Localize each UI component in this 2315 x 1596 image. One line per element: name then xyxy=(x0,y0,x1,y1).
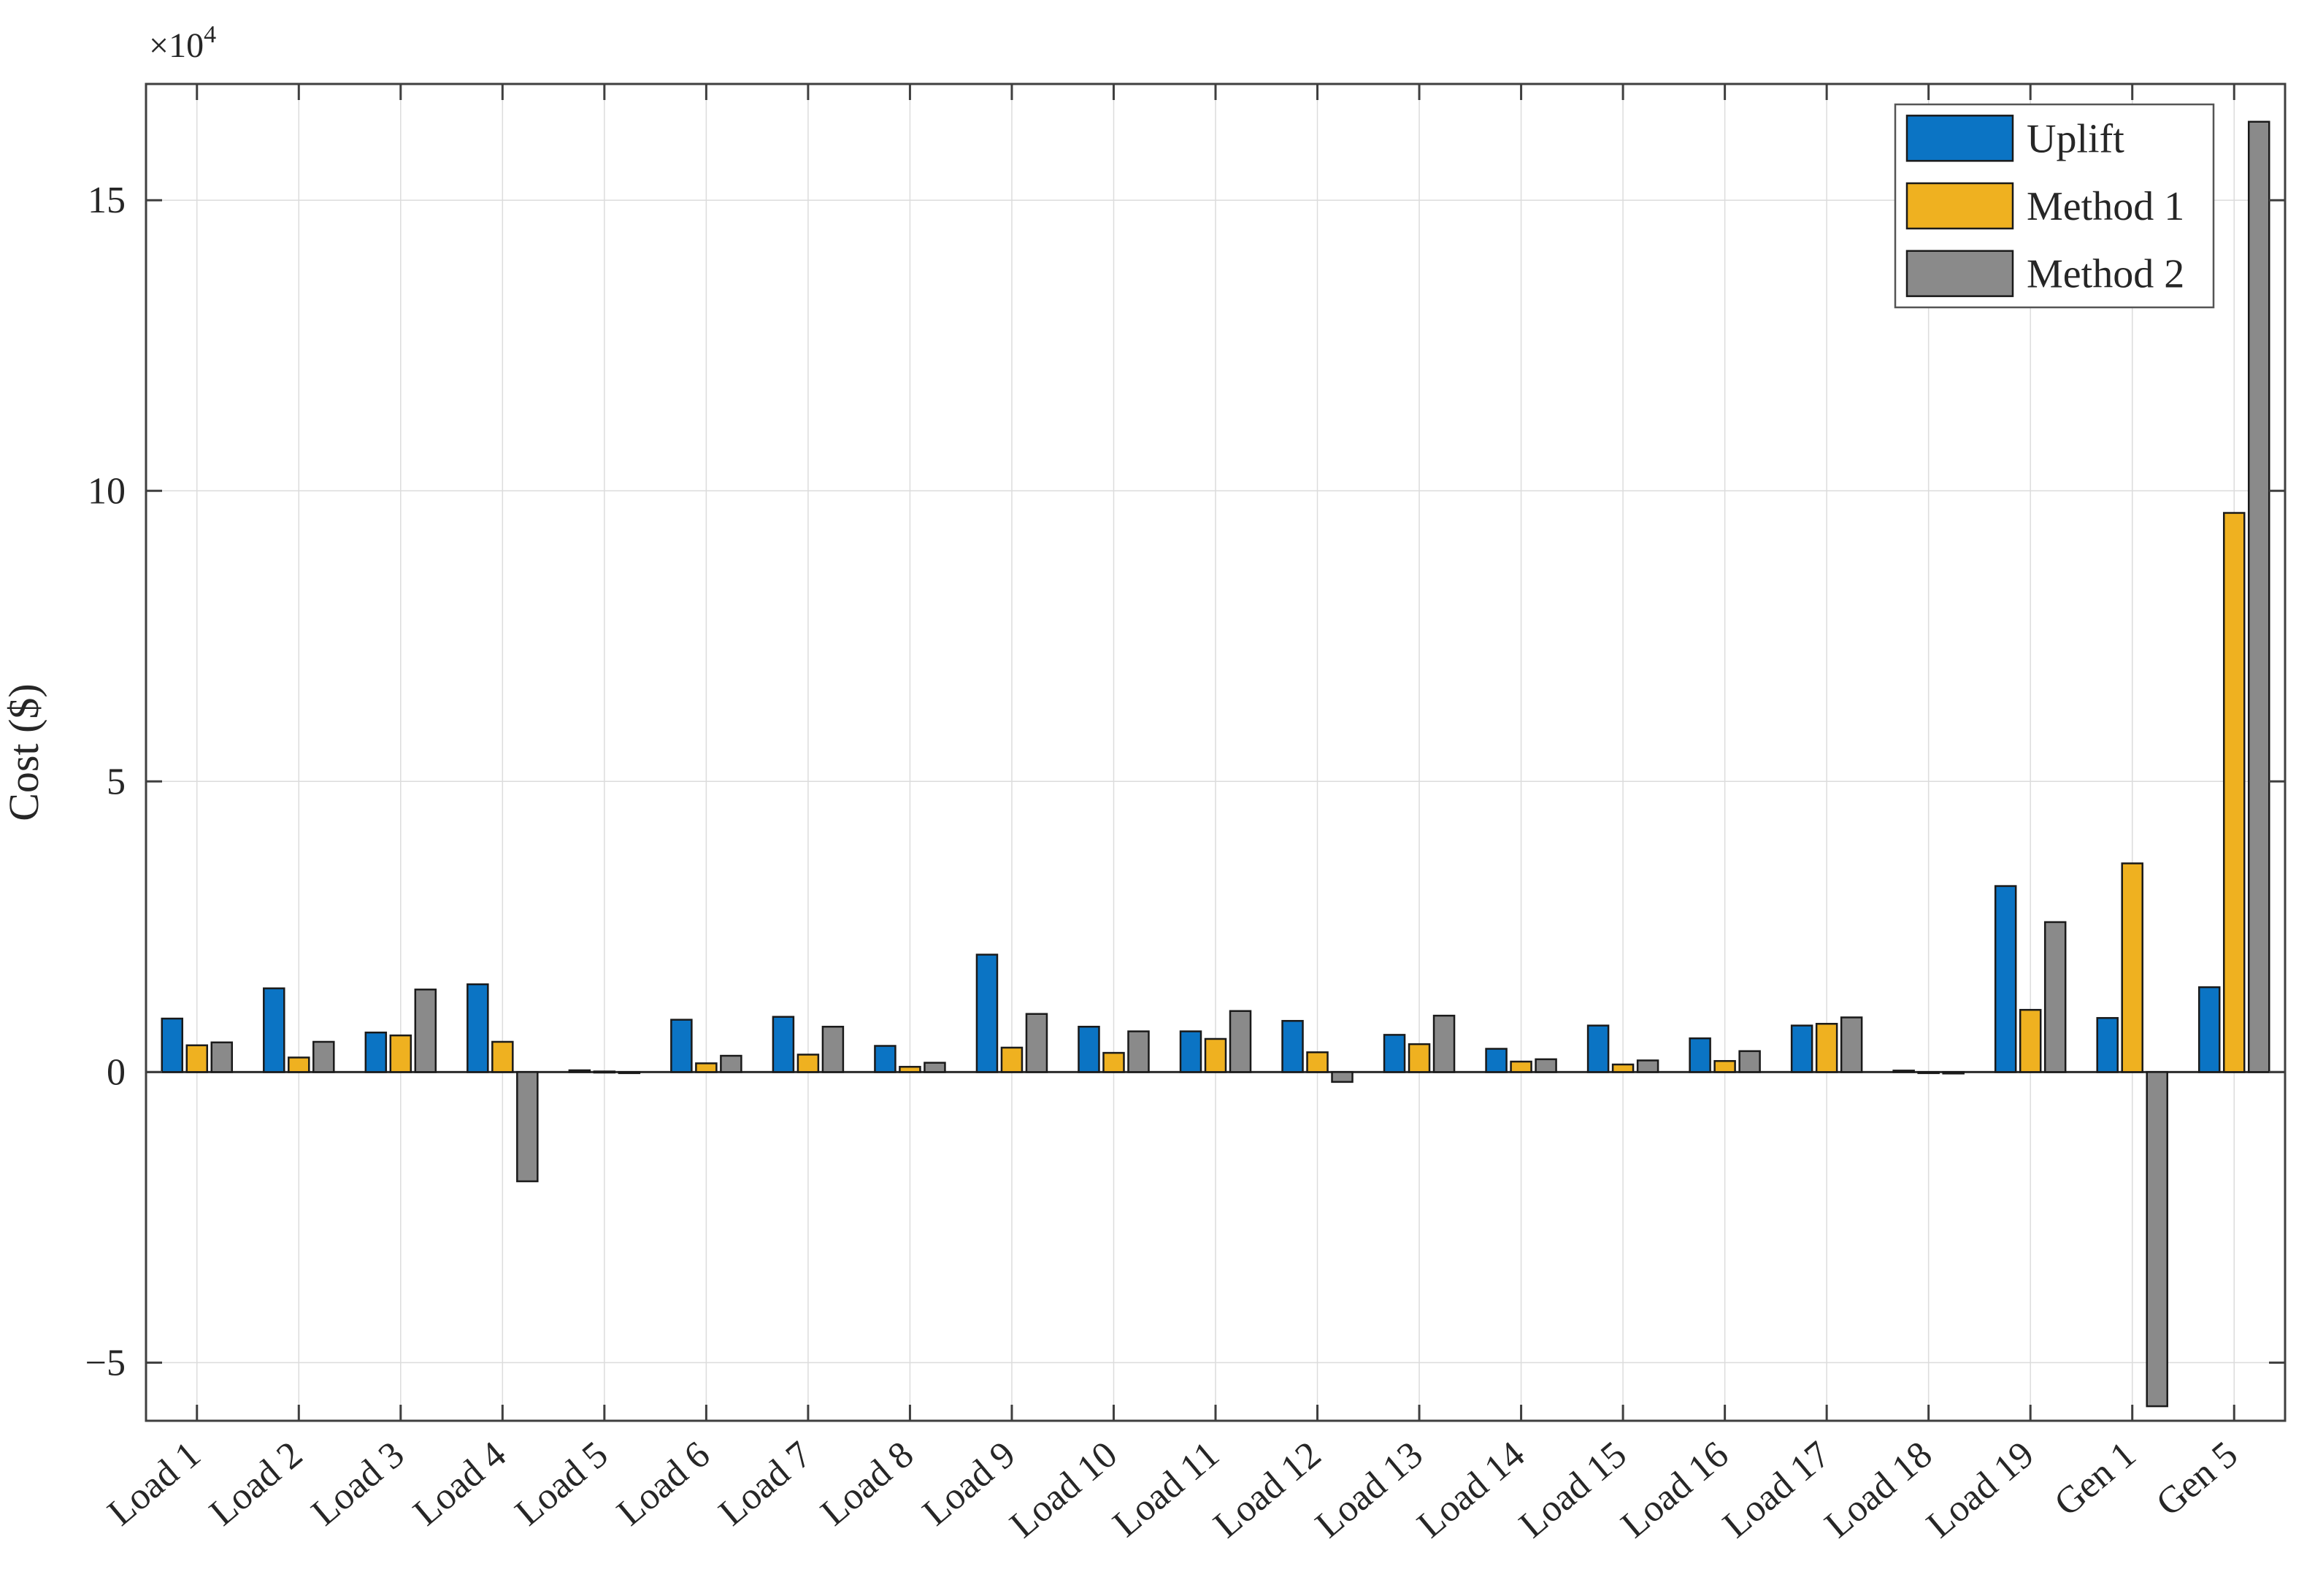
bar-uplift-load-5 xyxy=(568,1069,591,1073)
bar-method-1-load-10 xyxy=(1102,1051,1125,1073)
bar-method-2-load-4 xyxy=(516,1071,539,1183)
bar-method-1-load-14 xyxy=(1510,1060,1532,1073)
bar-uplift-load-18 xyxy=(1892,1070,1915,1073)
bar-uplift-gen-1 xyxy=(2096,1017,2119,1073)
bar-uplift-load-9 xyxy=(975,954,999,1073)
y-tick-label: 0 xyxy=(107,1051,126,1093)
bar-uplift-load-12 xyxy=(1281,1020,1304,1073)
y-tick-label: 5 xyxy=(107,761,126,802)
bar-method-1-load-4 xyxy=(491,1040,514,1073)
bar-method-2-load-12 xyxy=(1331,1071,1354,1083)
legend-label-method-2: Method 2 xyxy=(2027,252,2184,297)
bar-method-2-load-19 xyxy=(2043,921,2067,1073)
bar-method-1-load-7 xyxy=(796,1054,820,1073)
bar-method-2-load-3 xyxy=(414,989,437,1073)
bar-uplift-load-17 xyxy=(1790,1024,1813,1073)
bar-method-1-load-15 xyxy=(1611,1063,1635,1073)
bar-method-1-load-16 xyxy=(1713,1059,1736,1073)
bar-method-2-load-11 xyxy=(1229,1010,1252,1073)
legend-swatch-method-2 xyxy=(1905,250,2014,297)
bar-method-1-load-13 xyxy=(1408,1043,1431,1073)
bar-uplift-load-10 xyxy=(1078,1026,1100,1073)
y-tick-label: 15 xyxy=(88,180,126,221)
legend-swatch-method-1 xyxy=(1905,182,2014,230)
bar-uplift-load-19 xyxy=(1994,885,2017,1073)
bar-method-2-load-8 xyxy=(924,1062,946,1073)
bar-method-2-load-16 xyxy=(1738,1050,1761,1073)
bar-uplift-load-2 xyxy=(263,987,285,1073)
bar-method-1-load-12 xyxy=(1306,1051,1329,1073)
y-tick-label: 10 xyxy=(88,470,126,512)
bar-method-1-load-1 xyxy=(185,1044,209,1073)
bar-uplift-load-11 xyxy=(1179,1030,1202,1073)
bar-uplift-load-7 xyxy=(772,1016,795,1073)
bar-method-1-load-18 xyxy=(1917,1071,1940,1075)
bar-method-1-gen-5 xyxy=(2222,512,2246,1073)
bar-method-2-load-1 xyxy=(210,1041,234,1073)
bar-method-2-gen-5 xyxy=(2247,120,2270,1073)
bar-uplift-load-13 xyxy=(1383,1034,1406,1073)
bar-method-1-gen-1 xyxy=(2121,862,2143,1073)
bar-uplift-load-4 xyxy=(467,983,489,1073)
y-tick-label: −5 xyxy=(85,1342,126,1384)
series-method-2 xyxy=(210,120,2270,1408)
bar-uplift-load-3 xyxy=(364,1031,388,1073)
bar-method-1-load-3 xyxy=(389,1034,412,1073)
bar-method-1-load-5 xyxy=(593,1070,616,1074)
bar-method-2-load-13 xyxy=(1432,1014,1456,1073)
bar-uplift-load-6 xyxy=(670,1018,693,1073)
bar-method-2-load-6 xyxy=(720,1054,742,1073)
bar-method-2-load-10 xyxy=(1127,1030,1150,1073)
series-method-1 xyxy=(185,512,2246,1075)
legend-label-uplift: Uplift xyxy=(2027,116,2124,161)
bar-uplift-load-8 xyxy=(874,1045,897,1073)
bar-method-2-load-18 xyxy=(1942,1071,1965,1075)
bar-method-2-load-17 xyxy=(1840,1016,1863,1073)
bar-method-2-load-5 xyxy=(618,1071,641,1075)
bar-method-2-load-7 xyxy=(821,1026,845,1073)
bar-uplift-load-1 xyxy=(161,1017,184,1073)
bar-method-2-load-15 xyxy=(1636,1059,1659,1073)
bar-method-2-load-2 xyxy=(312,1040,335,1073)
series-uplift xyxy=(161,885,2221,1073)
y-axis-label: Cost ($) xyxy=(0,683,47,821)
bar-method-1-load-6 xyxy=(695,1062,718,1073)
y-axis-multiplier-exponent: 4 xyxy=(204,21,216,48)
bar-uplift-gen-5 xyxy=(2197,986,2221,1073)
bar-method-1-load-19 xyxy=(2019,1008,2042,1073)
legend-label-method-1: Method 1 xyxy=(2027,184,2184,229)
bar-uplift-load-16 xyxy=(1689,1037,1711,1073)
bar-method-1-load-11 xyxy=(1204,1037,1227,1073)
bar-uplift-load-14 xyxy=(1485,1048,1508,1073)
bar-method-2-load-9 xyxy=(1025,1013,1048,1073)
bar-method-2-gen-1 xyxy=(2146,1071,2168,1408)
legend-swatch-uplift xyxy=(1905,115,2014,162)
bar-uplift-load-15 xyxy=(1586,1024,1610,1073)
bar-method-2-load-14 xyxy=(1535,1058,1557,1073)
bar-method-1-load-9 xyxy=(1000,1046,1024,1073)
bar-method-1-load-8 xyxy=(899,1065,921,1073)
bar-method-1-load-2 xyxy=(288,1056,310,1073)
bar-method-1-load-17 xyxy=(1815,1023,1838,1073)
